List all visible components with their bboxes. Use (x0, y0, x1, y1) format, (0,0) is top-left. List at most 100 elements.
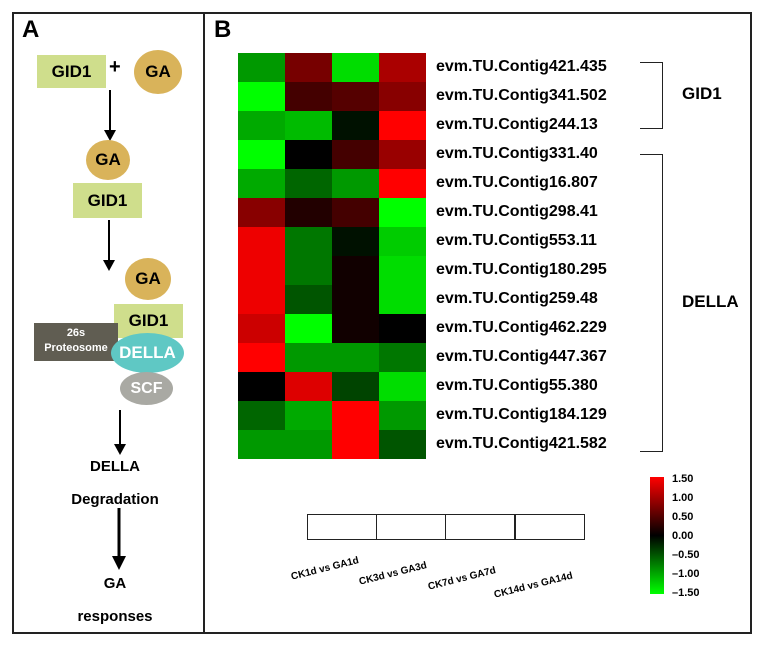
heatmap-cell (379, 285, 426, 314)
legend-tick: 1.50 (672, 473, 694, 485)
heatmap-cell (332, 430, 379, 459)
heatmap-cell (285, 372, 332, 401)
panel-b-letter: B (214, 16, 232, 43)
ga-ellipse-bottom: GA (125, 258, 171, 300)
heatmap-cell (332, 227, 379, 256)
heatmap-cell (285, 82, 332, 111)
heatmap-cell (238, 430, 285, 459)
heatmap-cell (285, 53, 332, 82)
ga-responses-line1: GA (103, 575, 127, 592)
heatmap-cell (379, 82, 426, 111)
della-bracket (640, 154, 663, 452)
heatmap-cell (238, 372, 285, 401)
gid1-box-top: GID1 (37, 55, 106, 88)
heatmap-cell (332, 314, 379, 343)
heatmap-cell (332, 140, 379, 169)
heatmap-cell (238, 82, 285, 111)
legend-tick: 0.50 (672, 511, 694, 523)
della-group-label: DELLA (682, 292, 739, 311)
heatmap-cell (379, 430, 426, 459)
della-ellipse: DELLA (111, 333, 184, 373)
heatmap-cell (332, 198, 379, 227)
heatmap (238, 53, 426, 459)
heatmap-cell (332, 372, 379, 401)
gid1-box-bottom: GID1 (114, 304, 183, 338)
gene-label: evm.TU.Contig259.48 (436, 290, 598, 307)
heatmap-cell (379, 140, 426, 169)
heatmap-cell (285, 140, 332, 169)
gene-label: evm.TU.Contig421.582 (436, 435, 607, 452)
gene-label: evm.TU.Contig55.380 (436, 377, 598, 394)
heatmap-cell (238, 314, 285, 343)
heatmap-cell (379, 169, 426, 198)
heatmap-cell (332, 82, 379, 111)
heatmap-cell (379, 227, 426, 256)
ga-responses-line2: responses (77, 608, 153, 625)
heatmap-cell (285, 343, 332, 372)
heatmap-cell (285, 169, 332, 198)
heatmap-cell (285, 256, 332, 285)
heatmap-cell (238, 285, 285, 314)
gene-label: evm.TU.Contig553.11 (436, 232, 597, 249)
gene-label: evm.TU.Contig341.502 (436, 87, 607, 104)
heatmap-cell (379, 401, 426, 430)
plus-sign: + (109, 56, 121, 78)
gid1-group-label: GID1 (682, 84, 722, 103)
figure-frame (12, 12, 752, 634)
gene-label: evm.TU.Contig421.435 (436, 58, 607, 75)
heatmap-cell (238, 169, 285, 198)
condition-box (515, 514, 585, 540)
heatmap-cell (379, 198, 426, 227)
della-degradation-line1: DELLA (90, 458, 140, 475)
heatmap-cell (238, 53, 285, 82)
heatmap-cell (285, 401, 332, 430)
heatmap-cell (285, 430, 332, 459)
gid1-bracket (640, 62, 663, 129)
heatmap-cell (285, 285, 332, 314)
gene-label: evm.TU.Contig462.229 (436, 319, 607, 336)
gene-label: evm.TU.Contig180.295 (436, 261, 607, 278)
heatmap-cell (379, 372, 426, 401)
heatmap-cell (379, 314, 426, 343)
della-degradation-line2: Degradation (71, 491, 159, 508)
arrow-down-2 (103, 220, 115, 271)
heatmap-cell (285, 111, 332, 140)
heatmap-cell (379, 256, 426, 285)
heatmap-cell (332, 343, 379, 372)
arrow-down-3 (114, 410, 126, 455)
heatmap-cell (332, 111, 379, 140)
heatmap-cell (379, 53, 426, 82)
heatmap-cell (238, 111, 285, 140)
heatmap-cell (332, 169, 379, 198)
color-scale-bar (650, 477, 664, 594)
arrow-down-1 (104, 90, 116, 141)
condition-box (376, 514, 446, 540)
gene-label: evm.TU.Contig298.41 (436, 203, 598, 220)
gene-label: evm.TU.Contig244.13 (436, 116, 598, 133)
proteasome-box: 26s Proteosome (34, 323, 118, 361)
heatmap-cell (332, 401, 379, 430)
heatmap-cell (379, 111, 426, 140)
heatmap-cell (238, 343, 285, 372)
heatmap-cell (285, 314, 332, 343)
heatmap-cell (238, 198, 285, 227)
heatmap-cell (332, 256, 379, 285)
legend-tick: 1.00 (672, 492, 694, 504)
heatmap-cell (238, 401, 285, 430)
condition-box (445, 514, 515, 540)
heatmap-cell (285, 198, 332, 227)
ga-ellipse-middle: GA (86, 140, 130, 180)
legend-tick: –0.50 (672, 549, 700, 561)
scf-ellipse: SCF (120, 372, 173, 405)
gene-label: evm.TU.Contig184.129 (436, 406, 607, 423)
legend-tick: 0.00 (672, 530, 694, 542)
gene-label: evm.TU.Contig16.807 (436, 174, 598, 191)
legend-tick: –1.00 (672, 568, 700, 580)
panel-divider (203, 12, 205, 634)
ga-ellipse-top: GA (134, 50, 182, 94)
arrow-down-4 (112, 508, 126, 570)
gid1-box-middle: GID1 (73, 183, 142, 218)
heatmap-cell (238, 140, 285, 169)
heatmap-cell (238, 227, 285, 256)
gene-label: evm.TU.Contig331.40 (436, 145, 598, 162)
